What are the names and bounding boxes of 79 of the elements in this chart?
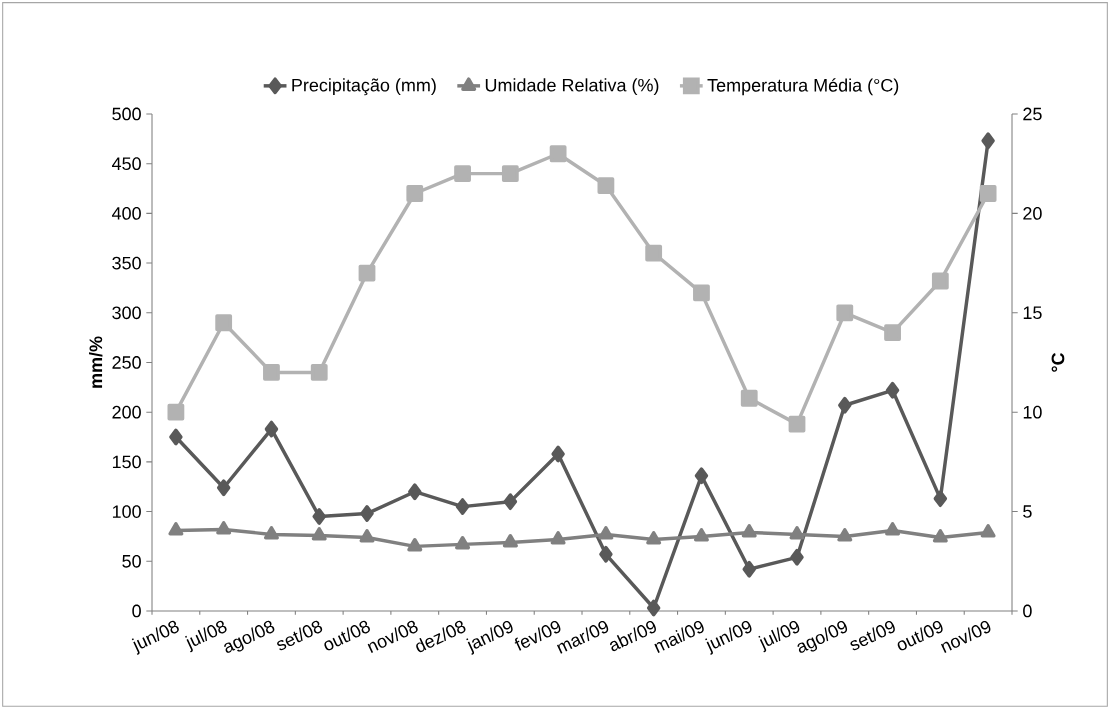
y-tick-label: 450 [111, 157, 141, 171]
legend-label: Precipitação (mm) [292, 78, 436, 96]
point [838, 396, 852, 414]
point [312, 508, 326, 525]
point [454, 165, 471, 183]
point [263, 364, 280, 381]
point [215, 314, 233, 332]
point [360, 505, 374, 522]
point [694, 467, 709, 485]
y-tick-label: 500 [112, 107, 141, 121]
point [264, 420, 279, 438]
point [741, 524, 757, 538]
point [311, 527, 327, 541]
point [455, 535, 471, 550]
point [549, 145, 567, 163]
point [645, 244, 663, 262]
point [263, 526, 279, 540]
legend-label: Umidade Relativa (%) [485, 78, 659, 96]
point [980, 524, 996, 538]
point [310, 364, 328, 381]
point [932, 529, 948, 543]
point [790, 548, 804, 566]
point [501, 165, 519, 183]
point [884, 324, 901, 342]
point [406, 185, 424, 202]
y-tick-label: 0 [132, 604, 141, 618]
point [407, 537, 423, 552]
y-tick-label: 350 [112, 256, 141, 270]
point [503, 493, 518, 511]
y-tick-label: 300 [112, 306, 141, 320]
point [693, 528, 709, 542]
y-tick-label: 150 [112, 455, 141, 469]
point [359, 529, 375, 543]
point [216, 479, 231, 497]
point [502, 533, 518, 548]
point [169, 428, 183, 446]
point [742, 560, 756, 578]
point [168, 522, 184, 536]
x-tick-label: abr/09 [610, 620, 656, 652]
point [455, 498, 470, 516]
point [885, 381, 900, 399]
y2-tick-label: 20 [1023, 207, 1042, 220]
point [979, 185, 997, 202]
point [740, 389, 758, 407]
point [167, 403, 185, 421]
point [693, 284, 710, 302]
point [789, 526, 805, 540]
point [550, 531, 566, 545]
y2-tick-label: 15 [1023, 306, 1042, 320]
y-tick-label: 50 [122, 554, 141, 568]
point [788, 415, 806, 433]
x-tick-label: out/09 [897, 620, 943, 651]
y-tick-label: 100 [112, 505, 141, 518]
point [408, 483, 422, 501]
y-tick-label: 200 [112, 405, 141, 419]
point [836, 304, 854, 322]
y-tick-label: 250 [112, 356, 141, 369]
point [837, 528, 853, 542]
point [885, 522, 901, 536]
legend-label: Temperatura Média (°C) [707, 78, 899, 96]
y2-tick-label: 10 [1023, 405, 1042, 419]
point [597, 177, 615, 194]
point [933, 490, 948, 508]
point [551, 445, 565, 463]
point [216, 521, 232, 535]
y-axis-title: mm/% [89, 336, 103, 388]
y2-tick-label: 0 [1023, 604, 1032, 618]
point [598, 526, 614, 540]
y2-tick-label: 25 [1023, 107, 1042, 121]
point [358, 264, 376, 282]
point [931, 272, 949, 290]
point [646, 599, 661, 617]
y2-tick-label: 5 [1023, 505, 1032, 518]
y-tick-label: 400 [111, 207, 141, 220]
point [599, 545, 613, 563]
point [646, 531, 662, 545]
point [981, 132, 995, 150]
x-tick-label: set/09 [850, 620, 895, 651]
y2-axis-title: °C [1051, 352, 1065, 372]
